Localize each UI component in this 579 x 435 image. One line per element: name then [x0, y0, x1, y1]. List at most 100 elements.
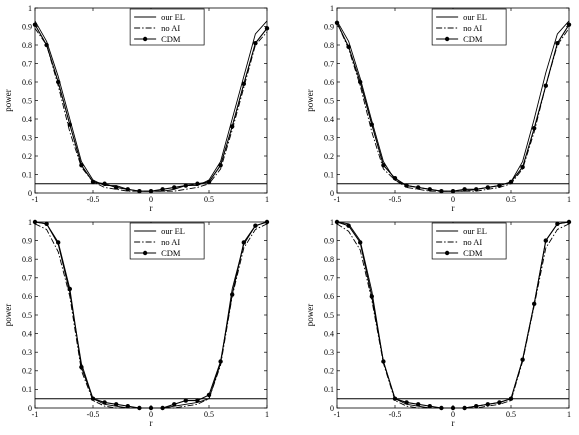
series-line-our-el: [34, 20, 268, 192]
y-tick-label: 0.9: [22, 236, 32, 245]
series-line-no-ai: [34, 28, 268, 192]
legend-entry: no AI: [161, 23, 180, 33]
data-point: [137, 405, 142, 411]
data-point: [160, 187, 165, 192]
y-tick-label: 0.8: [324, 41, 334, 50]
data-point: [44, 42, 49, 48]
x-tick-label: -1: [32, 195, 39, 204]
y-tick-label: 0.6: [324, 292, 334, 301]
data-point: [543, 83, 548, 88]
data-point: [566, 22, 572, 27]
y-tick-label: 0.4: [324, 115, 334, 124]
x-tick-label: -1: [334, 410, 341, 419]
y-axis-label: power: [305, 89, 315, 112]
data-point: [44, 221, 49, 227]
data-point: [555, 40, 560, 46]
legend-entry: CDM: [463, 248, 483, 258]
legend-entry: CDM: [161, 34, 181, 44]
data-point: [566, 219, 572, 225]
data-point: [32, 219, 38, 225]
data-point: [253, 40, 258, 46]
y-tick-label: 0.4: [22, 329, 32, 338]
data-point: [241, 240, 246, 245]
legend-marker: [444, 36, 450, 42]
data-point: [508, 396, 514, 401]
data-point: [346, 223, 351, 228]
y-tick-label: 1: [28, 4, 32, 13]
y-tick-label: 0.5: [22, 96, 32, 105]
y-tick-label: 0.4: [324, 329, 334, 338]
subplot-4: -1 -0.5 0 0.5 1 0 0.1 0.2 0.3 0.4 0.5 0.6 0.7 0.8 0.9 1…: [305, 218, 572, 428]
data-point: [450, 188, 456, 194]
x-tick-label: -1: [334, 195, 341, 204]
x-tick-label: 0.5: [204, 410, 214, 419]
data-point: [508, 179, 514, 185]
data-point: [404, 400, 409, 405]
data-point: [67, 286, 73, 292]
y-tick-label: 0.5: [324, 96, 334, 105]
subplot-2: -1 -0.5 0 0.5 1 0 0.1 0.2 0.3 0.4 0.5 0.6 0.7 0.8 0.9 1…: [305, 4, 572, 213]
y-axis-label: power: [305, 304, 315, 327]
data-point: [90, 179, 96, 185]
y-tick-label: 1: [330, 218, 334, 227]
x-tick-label: -0.5: [389, 410, 402, 419]
data-point: [358, 79, 363, 85]
subplot-1: -1 -0.5 0 0.5 1 0 0.1 0.2 0.3 0.4 0.5 0.6 0.7 0.8 0.9 1…: [3, 4, 270, 213]
x-tick-label: 0: [149, 195, 153, 204]
y-tick-label: 0.5: [324, 311, 334, 320]
x-tick-label: -1: [32, 410, 39, 419]
data-point: [56, 240, 61, 245]
series-line-cdm: [336, 22, 570, 192]
y-tick-label: 0.1: [22, 170, 32, 179]
x-tick-label: 1: [265, 195, 269, 204]
x-tick-label: 1: [265, 410, 269, 419]
data-point: [334, 20, 340, 25]
y-tick-label: 0.7: [324, 59, 334, 68]
legend-entry: our EL: [463, 226, 487, 236]
y-tick-label: 0.6: [324, 78, 334, 87]
x-axis-label: r: [452, 418, 455, 428]
subplot-3: -1 -0.5 0 0.5 1 0 0.1 0.2 0.3 0.4 0.5 0.6 0.7 0.8 0.9 1…: [3, 218, 270, 428]
data-point: [172, 185, 177, 190]
data-point: [206, 179, 212, 185]
data-point: [125, 403, 130, 409]
data-point: [346, 44, 351, 50]
y-tick-label: 0.3: [22, 348, 32, 357]
data-point: [195, 398, 200, 403]
data-point: [416, 402, 421, 407]
data-point: [358, 240, 363, 245]
data-point: [172, 402, 177, 407]
data-point: [195, 181, 200, 186]
data-point: [462, 187, 467, 192]
x-tick-label: -0.5: [87, 195, 100, 204]
y-tick-label: 0.5: [22, 311, 32, 320]
x-tick-label: 0: [451, 195, 455, 204]
legend-marker: [142, 250, 148, 256]
data-point: [183, 398, 188, 403]
y-axis-label: power: [3, 89, 13, 112]
y-tick-label: 0.7: [22, 59, 32, 68]
y-tick-label: 0: [28, 404, 32, 413]
data-point: [183, 183, 188, 188]
legend-entry: CDM: [463, 34, 483, 44]
data-point: [381, 163, 386, 168]
data-point: [543, 238, 548, 243]
data-point: [369, 294, 374, 299]
data-point: [462, 405, 467, 411]
legend-entry: our EL: [161, 226, 185, 236]
data-point: [497, 400, 502, 405]
data-point: [230, 124, 235, 129]
x-tick-label: 1: [567, 410, 571, 419]
legend-entry: no AI: [463, 237, 482, 247]
data-point: [79, 364, 84, 370]
series-line-our-el: [336, 20, 570, 192]
data-point: [520, 357, 525, 362]
y-tick-label: 0.7: [324, 274, 334, 283]
data-point: [241, 81, 246, 87]
y-tick-label: 0.9: [324, 22, 334, 31]
x-tick-label: 1: [567, 195, 571, 204]
